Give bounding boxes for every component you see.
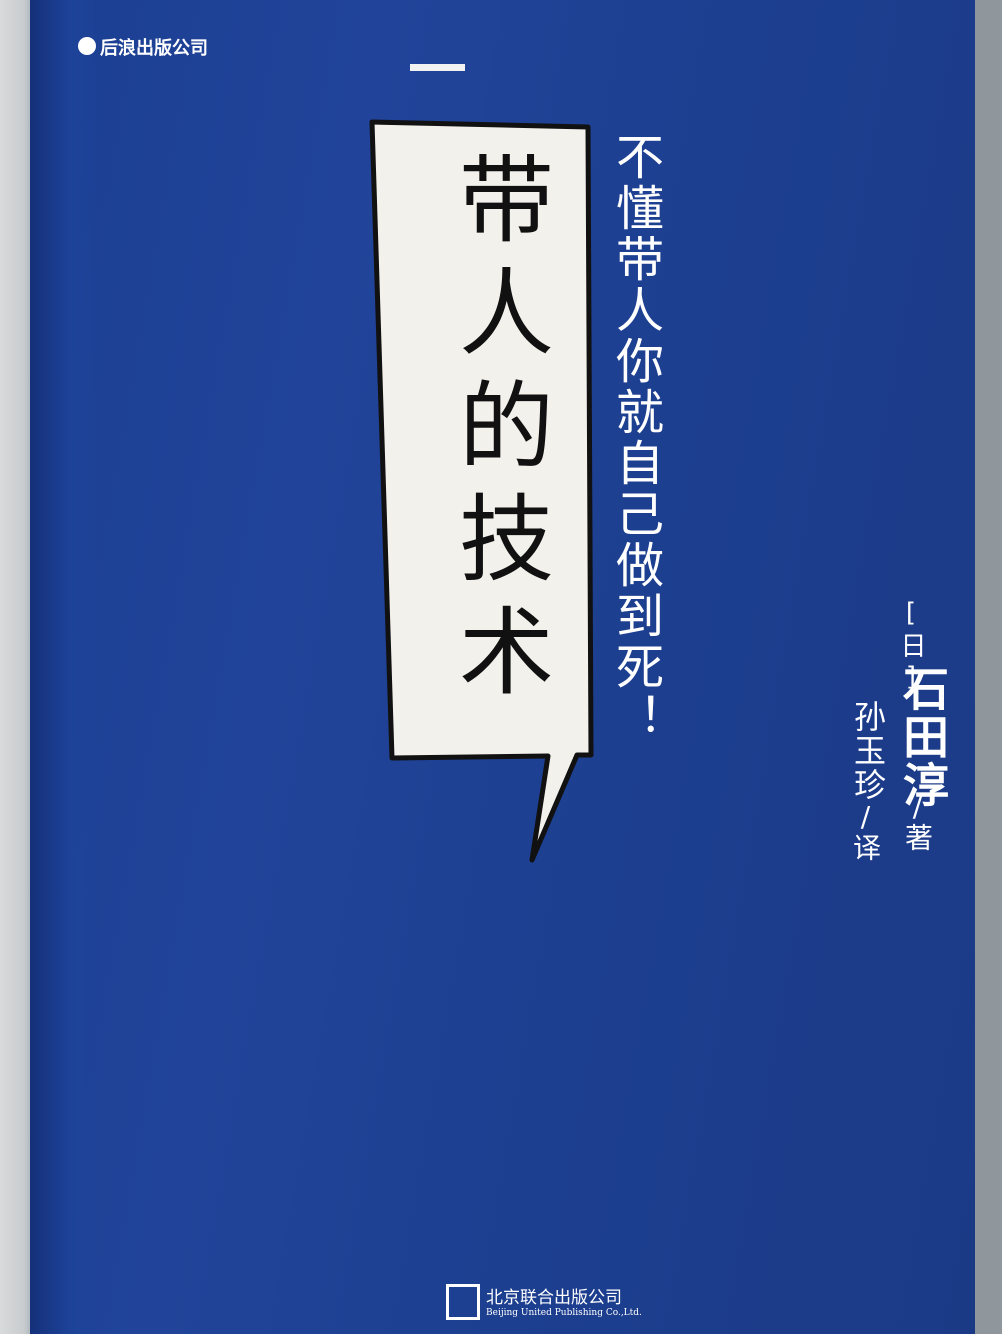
publisher-bottom: 北京联合出版公司	[486, 1288, 622, 1308]
publisher-logo	[78, 37, 96, 55]
speech-bubble	[369, 119, 594, 863]
decor-bar	[410, 64, 465, 71]
translator-name: 孙玉珍	[849, 700, 887, 802]
book-subtitle: 不懂带人你就自己做到死！	[607, 132, 663, 744]
author-nationality: [日]	[896, 598, 926, 696]
translator-role: /译	[849, 800, 882, 861]
publisher-bottom-en: Beijing United Publishing Co.,Ltd.	[486, 1308, 642, 1318]
spine-shadow	[30, 0, 100, 1334]
book-title: 带人的技术	[443, 150, 553, 715]
author-name: 石田淳	[896, 665, 950, 809]
publisher-logo-bottom	[446, 1284, 480, 1320]
publisher-top: 后浪出版公司	[100, 38, 208, 59]
author-role: /著	[901, 790, 934, 851]
